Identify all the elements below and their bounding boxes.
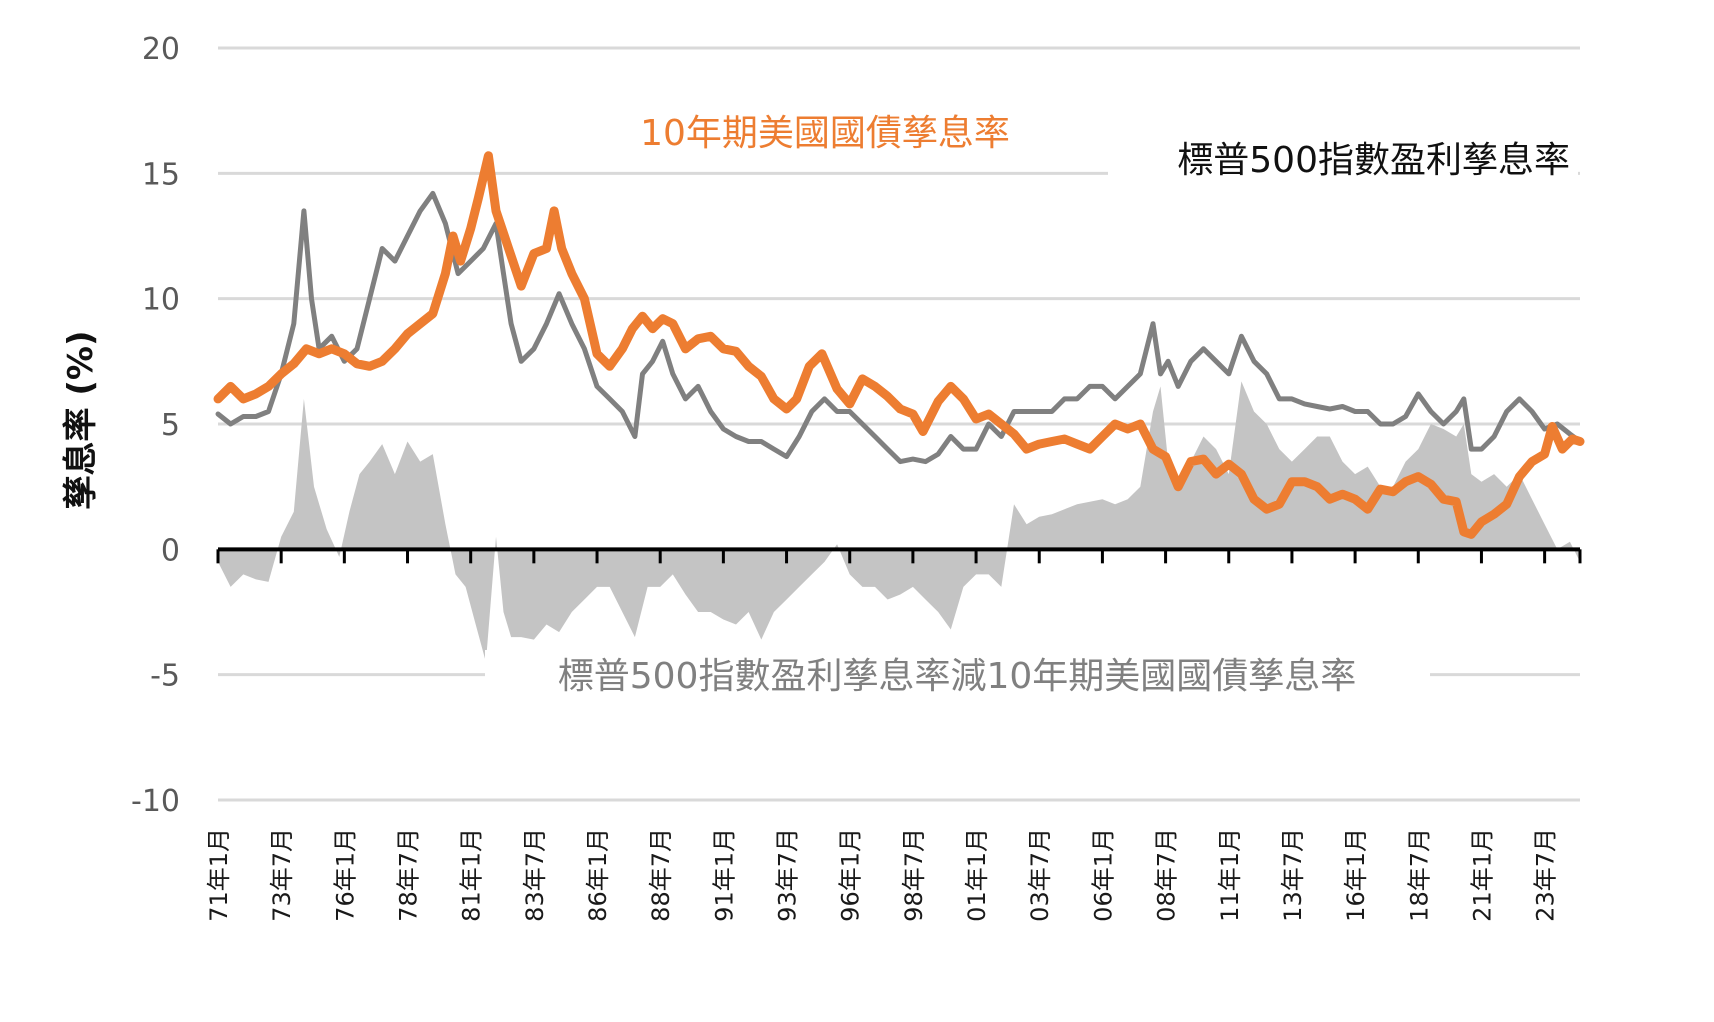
x-tick-label: 86年1月 bbox=[584, 828, 612, 922]
x-tick-label: 78年7月 bbox=[395, 828, 423, 922]
line-series bbox=[213, 151, 1585, 539]
x-tick-label: 18年7月 bbox=[1405, 828, 1433, 922]
x-tick-label: 13年7月 bbox=[1279, 828, 1307, 922]
spread-series-label: 標普500指數盈利孳息率減10年期美國國債孳息率 bbox=[558, 656, 1357, 697]
y-axis-label: 孳息率 (%) bbox=[61, 331, 101, 510]
label-bg bbox=[485, 650, 1430, 702]
label-bg bbox=[610, 108, 1040, 158]
x-tick-label: 73年7月 bbox=[268, 828, 296, 922]
x-tick-label: 08年7月 bbox=[1153, 828, 1181, 922]
y-tick-label: 20 bbox=[142, 32, 180, 67]
y-tick-label: 5 bbox=[161, 408, 180, 443]
y-tick-labels: 20 15 10 5 0 -5 -10 bbox=[131, 32, 180, 819]
x-tick-label: 23年7月 bbox=[1532, 828, 1560, 922]
x-tick-label: 21年1月 bbox=[1468, 828, 1496, 922]
x-tick-label: 16年1月 bbox=[1342, 828, 1370, 922]
x-tick-label: 03年7月 bbox=[1026, 828, 1054, 922]
earnings-yield-line bbox=[215, 190, 1583, 465]
x-tick-labels: 71年1月 73年7月 76年1月 78年7月 81年1月 83年7月 86年1月 88年7月… bbox=[205, 828, 1560, 922]
x-tick-label: 96年1月 bbox=[837, 828, 865, 922]
x-tick-label: 01年1月 bbox=[963, 828, 991, 922]
x-tick-label: 11年1月 bbox=[1216, 828, 1244, 922]
treasury-series-label: 10年期美國國債孳息率 bbox=[640, 113, 1010, 154]
x-tick-label: 81年1月 bbox=[458, 828, 486, 922]
x-tick-label: 91年1月 bbox=[710, 828, 738, 922]
x-tick-label: 76年1月 bbox=[331, 828, 359, 922]
y-tick-label: 10 bbox=[142, 283, 180, 318]
x-tick-label: 98年7月 bbox=[900, 828, 928, 922]
x-tick-label: 71年1月 bbox=[205, 828, 233, 922]
x-tick-label: 06年1月 bbox=[1089, 828, 1117, 922]
label-bg bbox=[1108, 136, 1578, 186]
x-tick-label: 88年7月 bbox=[647, 828, 675, 922]
y-tick-label: 15 bbox=[142, 157, 180, 192]
x-axis bbox=[216, 547, 1582, 564]
y-tick-label: -5 bbox=[150, 659, 180, 694]
treasury-yield-line bbox=[213, 151, 1585, 539]
earnings-series-label: 標普500指數盈利孳息率 bbox=[1177, 140, 1570, 181]
spread-area bbox=[218, 381, 1580, 663]
y-tick-label: 0 bbox=[161, 533, 180, 568]
series-labels: 10年期美國國債孳息率標普500指數盈利孳息率標普500指數盈利孳息率減10年期… bbox=[485, 108, 1578, 702]
x-tick-label: 83年7月 bbox=[521, 828, 549, 922]
y-tick-label: -10 bbox=[131, 784, 180, 819]
x-tick-label: 93年7月 bbox=[774, 828, 802, 922]
spread-area-series bbox=[218, 381, 1580, 663]
